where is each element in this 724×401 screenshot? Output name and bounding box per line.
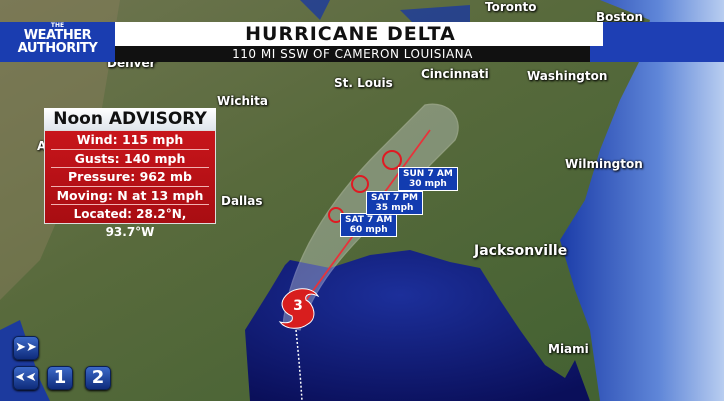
city-label-dallas: Dallas — [221, 194, 263, 208]
past-track — [295, 329, 303, 401]
city-label-boston: Boston — [596, 10, 644, 24]
forecast-wind: 30 mph — [408, 179, 447, 189]
hurricane-icon — [278, 288, 320, 329]
fast-forward-button[interactable]: ➤➤ — [13, 336, 39, 360]
storm-location-subtitle: 110 MI SSW OF CAMERON LOUISIANA — [115, 46, 590, 62]
storm-category: 3 — [293, 298, 303, 314]
weather-authority-logo: THE WEATHER AUTHORITY — [0, 22, 115, 62]
city-label-cincinnati: Cincinnati — [421, 67, 489, 81]
forecast-label-sun-7am: SUN 7 AM 30 mph — [398, 167, 458, 191]
advisory-pressure: Pressure: 962 mb — [51, 168, 209, 187]
storm-icon-sun-7am — [382, 150, 402, 170]
forecast-label-sat-7am: SAT 7 AM 60 mph — [340, 213, 398, 237]
storm-icon-sat-7pm — [351, 175, 369, 193]
fast-forward-icon: ➤➤ — [15, 340, 37, 355]
header-accent-bar — [590, 22, 724, 62]
forecast-position-icons — [328, 150, 402, 223]
city-label-miami: Miami — [548, 342, 589, 356]
advisory-wind: Wind: 115 mph — [51, 131, 209, 150]
forecast-label-sat-7pm: SAT 7 PM 35 mph — [366, 191, 423, 215]
city-label-toronto: Toronto — [485, 0, 537, 14]
rewind-button[interactable]: ➤➤ — [13, 366, 39, 390]
page-2-button[interactable]: 2 — [85, 366, 111, 390]
rewind-icon: ➤➤ — [15, 370, 37, 385]
forecast-time: SAT 7 PM — [371, 193, 418, 203]
city-label-st-louis: St. Louis — [334, 76, 393, 90]
city-label-washington: Washington — [527, 69, 608, 83]
city-label-jacksonville: Jacksonville — [474, 243, 568, 259]
advisory-gusts: Gusts: 140 mph — [51, 150, 209, 169]
forecast-time: SUN 7 AM — [403, 169, 453, 179]
advisory-location: Located: 28.2°N, 93.7°W — [73, 207, 187, 240]
forecast-wind: 60 mph — [349, 225, 388, 235]
city-label-wilmington: Wilmington — [565, 157, 643, 171]
advisory-movement: Moving: N at 13 mph — [51, 187, 209, 206]
advisory-heading: Noon ADVISORY — [44, 108, 216, 130]
page-1-button[interactable]: 1 — [47, 366, 73, 390]
forecast-time: SAT 7 AM — [345, 215, 393, 225]
storm-title: HURRICANE DELTA — [98, 22, 603, 46]
city-label-wichita: Wichita — [217, 94, 268, 108]
advisory-panel: Wind: 115 mph Gusts: 140 mph Pressure: 9… — [44, 130, 216, 240]
city-label-partial: A — [37, 139, 47, 153]
forecast-wind: 35 mph — [375, 203, 414, 213]
